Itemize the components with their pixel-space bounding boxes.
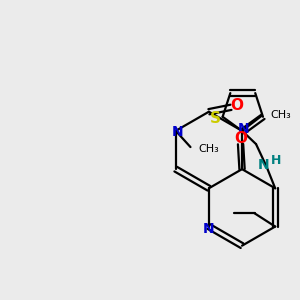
Text: H: H <box>271 154 281 167</box>
Text: O: O <box>234 131 247 146</box>
Text: S: S <box>210 111 221 126</box>
Text: N: N <box>203 222 215 236</box>
Text: CH₃: CH₃ <box>199 143 220 154</box>
Text: O: O <box>230 98 243 113</box>
Text: N: N <box>238 122 249 136</box>
Text: CH₃: CH₃ <box>270 110 291 120</box>
Text: N: N <box>258 158 269 172</box>
Text: N: N <box>171 125 183 139</box>
